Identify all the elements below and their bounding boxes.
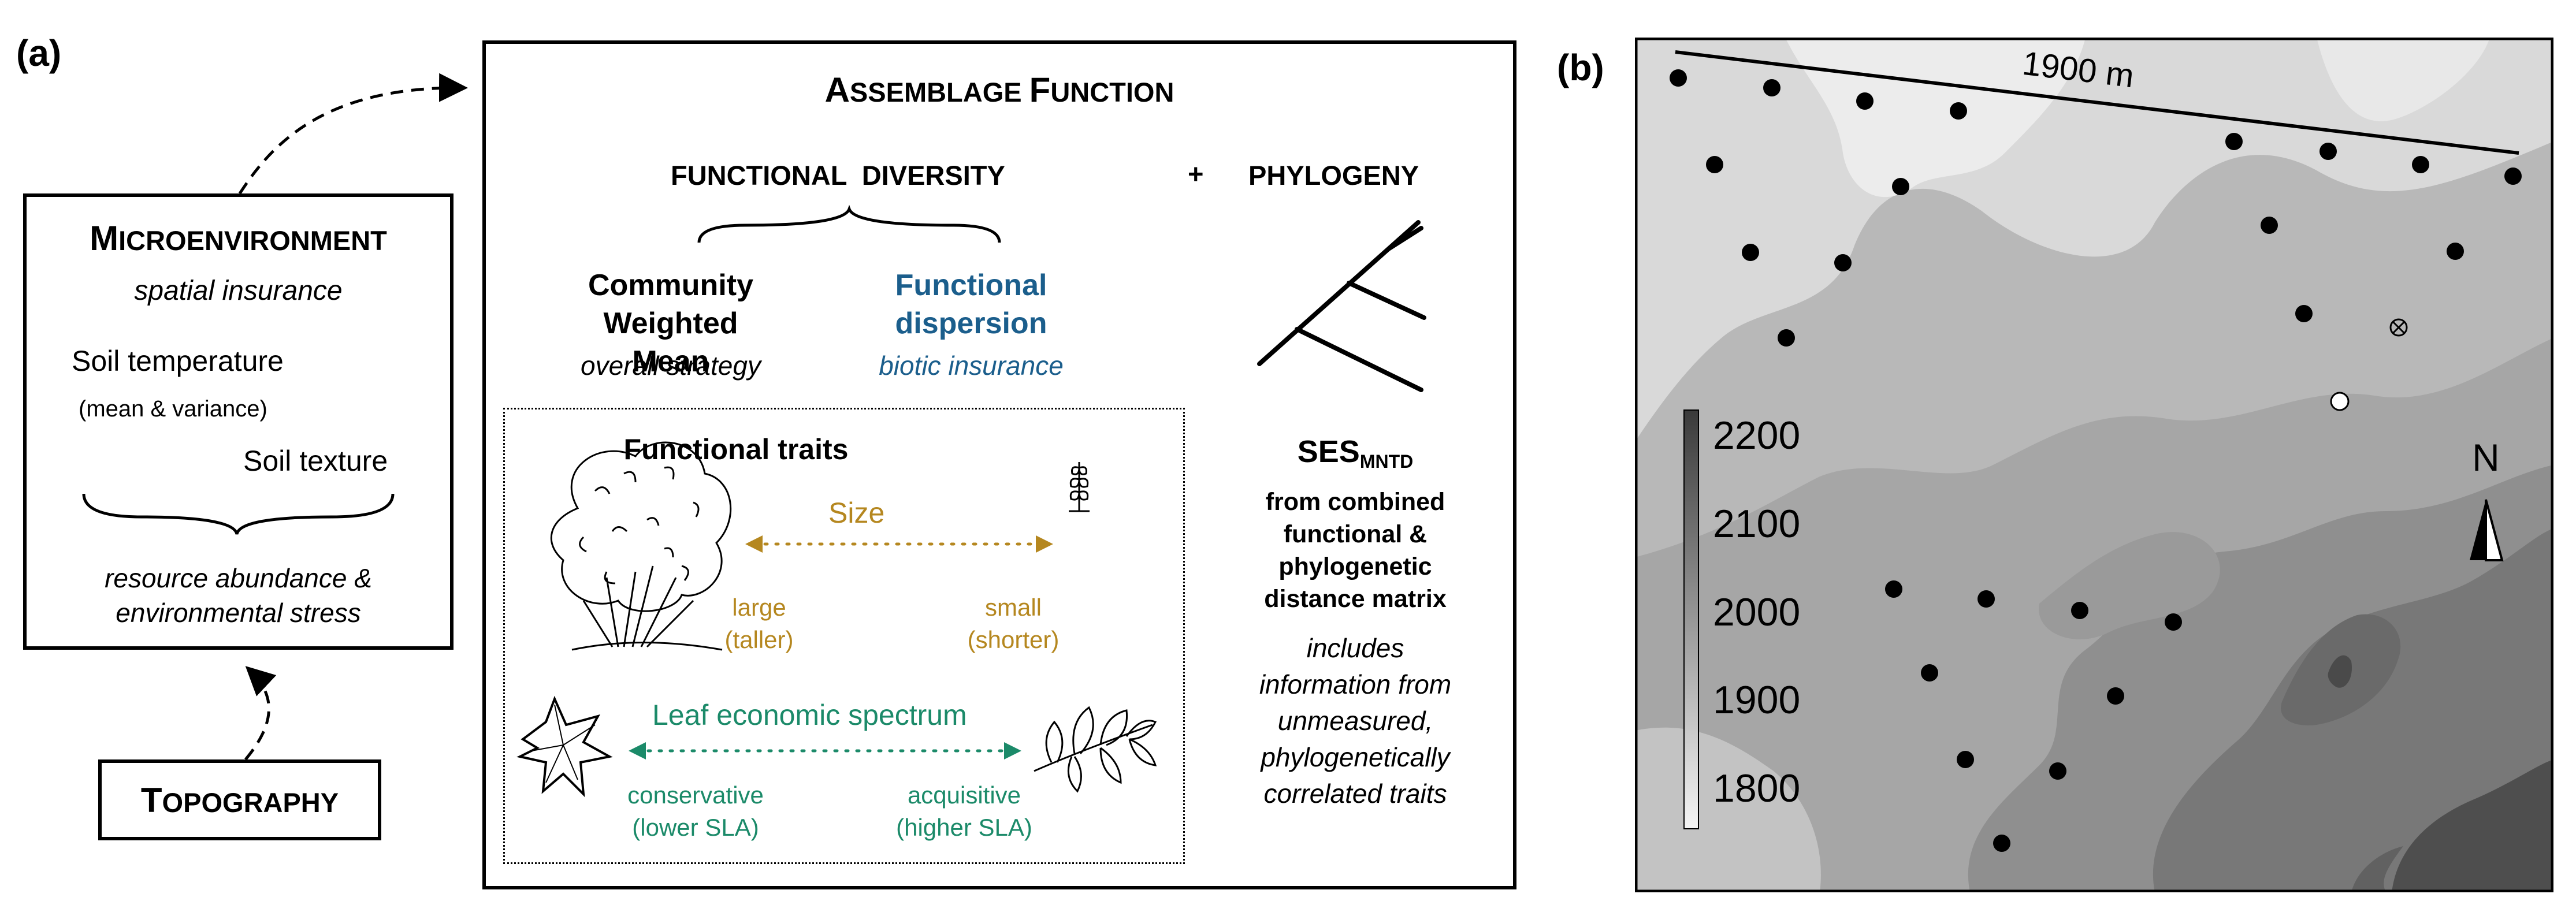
north-label: N (2472, 436, 2500, 479)
sample-point (2107, 687, 2124, 705)
community-weighted-mean-label: Community Weighted Mean (588, 269, 753, 378)
panel-b-label: (b) (1557, 47, 1604, 88)
elevation-tick-1800: 1800 (1713, 766, 1800, 810)
elevation-tick-2100: 2100 (1713, 502, 1800, 546)
topography-box: TOPOGRAPHY (98, 759, 381, 840)
scale-bar-line (1675, 50, 2519, 155)
panel-a-label: (a) (16, 32, 62, 74)
combined-distance-label: from combined functional & phylogenetic … (1264, 488, 1447, 613)
elevation-legend-bar (1683, 409, 1699, 829)
spatial-insurance-label: spatial insurance (134, 275, 343, 306)
topography-title: TOPOGRAPHY (140, 781, 339, 820)
sample-point (1977, 590, 1995, 608)
functional-dispersion-label: Functional dispersion (895, 269, 1047, 340)
functional-traits-title: Functional traits (623, 433, 849, 466)
sample-point (2319, 143, 2337, 160)
sample-point (2071, 602, 2088, 619)
sample-point (2261, 217, 2278, 234)
sample-point (1957, 751, 1974, 768)
small-shorter-label: small (shorter) (967, 594, 1060, 653)
sample-point (2447, 243, 2464, 260)
size-label: Size (828, 497, 885, 529)
north-arrow-icon (2470, 499, 2504, 561)
conservative-label: conservative (lower SLA) (627, 781, 764, 841)
sample-point (1670, 69, 1687, 87)
sample-point (1706, 156, 1723, 173)
assemblage-function-title: ASSEMBLAGE FUNCTION (824, 70, 1174, 109)
biotic-insurance-label: biotic insurance (879, 351, 1064, 381)
sample-points (1670, 69, 2522, 852)
phylogeny-label: PHYLOGENY (1248, 160, 1419, 191)
sample-point (2165, 613, 2182, 631)
topography-to-micro-arrow (244, 666, 277, 761)
sample-point (1892, 178, 1909, 195)
crossed-sample-point (2389, 318, 2408, 337)
sample-point (1993, 835, 2010, 852)
functional-diversity-brace (697, 204, 1001, 243)
sample-point (1742, 244, 1759, 261)
sample-point (2295, 305, 2313, 322)
ses-mntd-label: SESMNTD (1297, 434, 1414, 472)
sample-point (1778, 329, 1795, 347)
sample-point (2412, 156, 2429, 173)
assemblage-function-box: ASSEMBLAGE FUNCTION FUNCTIONAL DIVERSITY… (482, 40, 1516, 889)
leaf-economic-spectrum-label: Leaf economic spectrum (652, 699, 967, 731)
phylogeny-tree-icon (1257, 220, 1426, 392)
panel-a-graphics (82, 73, 1426, 798)
unmeasured-traits-label: includes information from unmeasured, ph… (1259, 633, 1452, 809)
soil-temperature-label: Soil temperature (72, 345, 284, 377)
elevation-tick-2000: 2000 (1713, 590, 1800, 634)
elevation-map: 1900 m (1635, 38, 2553, 892)
sample-point (1950, 102, 1967, 120)
large-taller-label: large (taller) (724, 594, 794, 653)
sample-point (2049, 762, 2066, 780)
microenvironment-brace (82, 493, 395, 535)
sample-point (1856, 92, 1874, 110)
acquisitive-leaf-illustration (1034, 706, 1157, 793)
sample-point (2225, 133, 2243, 150)
functional-traits-box: Functional traits Size large (taller) sm… (503, 408, 1185, 864)
microenvironment-title: MICROENVIRONMENT (90, 219, 387, 258)
conservative-leaf-illustration (516, 695, 613, 798)
elevation-legend-ticks: 2200 2100 2000 1900 1800 (1713, 414, 1800, 810)
shrub-illustration (550, 441, 732, 651)
sample-point (2504, 167, 2522, 185)
sample-point (1885, 580, 1902, 598)
sample-point (1763, 79, 1780, 96)
functional-diversity-label: FUNCTIONAL DIVERSITY (671, 160, 1005, 191)
soil-texture-label: Soil texture (243, 445, 388, 477)
mean-variance-label: (mean & variance) (79, 396, 267, 422)
elevation-tick-2200: 2200 (1713, 414, 1800, 457)
plus-sign: + (1188, 158, 1204, 189)
sample-point (1921, 664, 1938, 682)
microenvironment-box: MICROENVIRONMENT spatial insurance Soil … (23, 193, 454, 650)
sample-point (1834, 254, 1852, 271)
micro-to-assemblage-arrow (238, 73, 468, 195)
acquisitive-label: acquisitive (higher SLA) (896, 781, 1032, 841)
small-plant-illustration (1069, 462, 1090, 512)
overall-strategy-label: overall strategy (581, 351, 761, 381)
open-sample-point (2330, 392, 2350, 411)
resource-abundance-label: resource abundance & environmental stres… (105, 563, 372, 628)
elevation-tick-1900: 1900 (1713, 678, 1800, 722)
